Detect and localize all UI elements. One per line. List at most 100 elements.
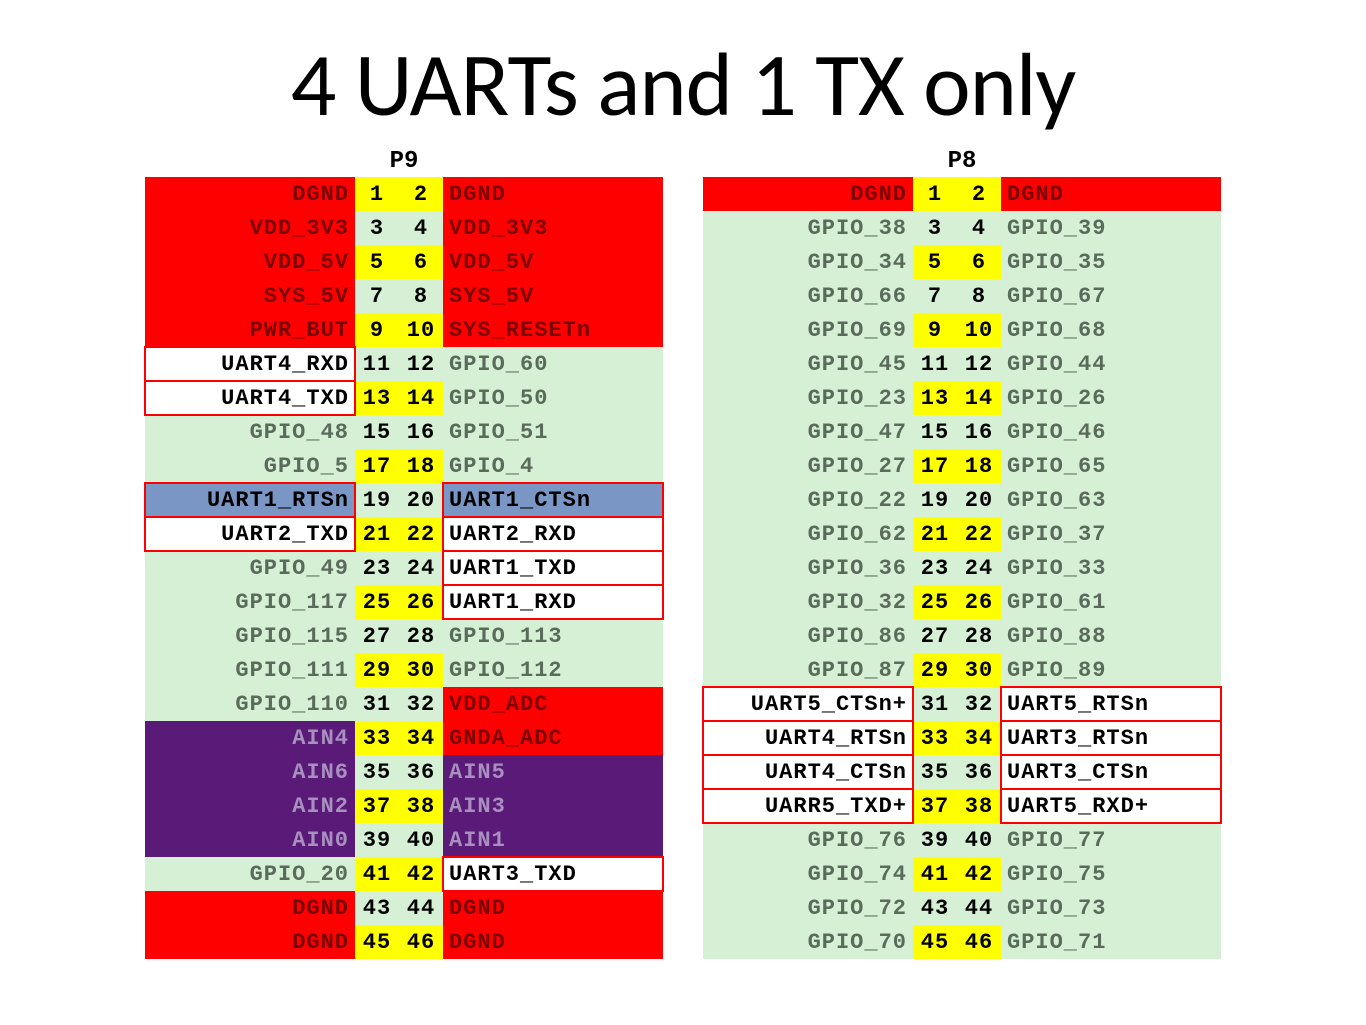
pin-label: GPIO_63 <box>1001 483 1221 517</box>
pin-label: VDD_5V <box>443 245 663 279</box>
pin-label: GPIO_37 <box>1001 517 1221 551</box>
pin-label: GPIO_47 <box>703 415 913 449</box>
pin-label: GPIO_89 <box>1001 653 1221 687</box>
pin-number: 27 <box>913 619 957 653</box>
pin-number: 14 <box>399 381 443 415</box>
pin-label: GPIO_76 <box>703 823 913 857</box>
pin-label: DGND <box>703 177 913 211</box>
pin-label: GPIO_72 <box>703 891 913 925</box>
pin-label: UART3_CTSn <box>1001 755 1221 789</box>
header-p9-label: P9 <box>390 148 419 175</box>
pin-number: 29 <box>355 653 399 687</box>
pin-number: 30 <box>957 653 1001 687</box>
pin-number: 7 <box>355 279 399 313</box>
pin-label: UART1_CTSn <box>443 483 663 517</box>
pinout-container: P9 DGND12DGNDVDD_3V334VDD_3V3VDD_5V56VDD… <box>20 148 1346 959</box>
pin-label: DGND <box>443 891 663 925</box>
pin-number: 40 <box>399 823 443 857</box>
pin-label: UART3_TXD <box>443 857 663 891</box>
page-title: 4 UARTs and 1 TX only <box>20 30 1346 140</box>
pin-label: GPIO_75 <box>1001 857 1221 891</box>
pin-number: 44 <box>399 891 443 925</box>
pin-label: GPIO_65 <box>1001 449 1221 483</box>
pin-label: GPIO_69 <box>703 313 913 347</box>
pin-number: 4 <box>957 211 1001 245</box>
pin-label: UART1_TXD <box>443 551 663 585</box>
pin-label: UART2_TXD <box>145 517 355 551</box>
pin-label: DGND <box>145 891 355 925</box>
pin-label: SYS_5V <box>443 279 663 313</box>
header-p9: P9 DGND12DGNDVDD_3V334VDD_3V3VDD_5V56VDD… <box>145 148 663 959</box>
pin-number: 29 <box>913 653 957 687</box>
pin-label: PWR_BUT <box>145 313 355 347</box>
pin-number: 25 <box>913 585 957 619</box>
pin-number: 11 <box>913 347 957 381</box>
pin-number: 42 <box>957 857 1001 891</box>
pin-number: 20 <box>399 483 443 517</box>
pin-number: 2 <box>957 177 1001 211</box>
pin-number: 46 <box>399 925 443 959</box>
pin-number: 34 <box>399 721 443 755</box>
pin-number: 5 <box>913 245 957 279</box>
pin-label: GPIO_4 <box>443 449 663 483</box>
pin-number: 39 <box>355 823 399 857</box>
header-p8: P8 DGND12DGNDGPIO_3834GPIO_39GPIO_3456GP… <box>703 148 1221 959</box>
pin-label: GPIO_117 <box>145 585 355 619</box>
pin-label: GPIO_71 <box>1001 925 1221 959</box>
pin-number: 1 <box>913 177 957 211</box>
pin-label: UART4_RTSn <box>703 721 913 755</box>
pin-label: GPIO_86 <box>703 619 913 653</box>
pin-label: DGND <box>443 925 663 959</box>
pin-number: 24 <box>399 551 443 585</box>
pin-label: GPIO_22 <box>703 483 913 517</box>
pin-label: VDD_3V3 <box>443 211 663 245</box>
pin-label: UARR5_TXD+ <box>703 789 913 823</box>
pin-number: 20 <box>957 483 1001 517</box>
pin-number: 33 <box>913 721 957 755</box>
pin-label: GPIO_26 <box>1001 381 1221 415</box>
pin-number: 3 <box>355 211 399 245</box>
pin-label: GPIO_113 <box>443 619 663 653</box>
pin-number: 16 <box>957 415 1001 449</box>
pin-number: 26 <box>957 585 1001 619</box>
pin-number: 32 <box>957 687 1001 721</box>
pin-label: UART4_TXD <box>145 381 355 415</box>
pin-label: UART5_RTSn <box>1001 687 1221 721</box>
pin-number: 12 <box>399 347 443 381</box>
pin-number: 6 <box>957 245 1001 279</box>
pin-label: DGND <box>145 925 355 959</box>
pin-number: 26 <box>399 585 443 619</box>
pin-number: 31 <box>913 687 957 721</box>
pin-number: 22 <box>957 517 1001 551</box>
pin-number: 34 <box>957 721 1001 755</box>
pin-number: 36 <box>399 755 443 789</box>
pin-label: GPIO_68 <box>1001 313 1221 347</box>
pin-label: AIN6 <box>145 755 355 789</box>
pin-number: 8 <box>399 279 443 313</box>
pin-label: SYS_RESETn <box>443 313 663 347</box>
pin-label: GPIO_45 <box>703 347 913 381</box>
pin-label: DGND <box>443 177 663 211</box>
pin-label: GPIO_73 <box>1001 891 1221 925</box>
pin-number: 4 <box>399 211 443 245</box>
pin-number: 7 <box>913 279 957 313</box>
pin-label: GPIO_62 <box>703 517 913 551</box>
pin-label: GPIO_44 <box>1001 347 1221 381</box>
pin-label: GPIO_20 <box>145 857 355 891</box>
pin-label: GPIO_35 <box>1001 245 1221 279</box>
pin-number: 15 <box>913 415 957 449</box>
pin-number: 2 <box>399 177 443 211</box>
pin-number: 38 <box>957 789 1001 823</box>
pin-number: 43 <box>355 891 399 925</box>
pin-number: 19 <box>913 483 957 517</box>
header-p9-table: DGND12DGNDVDD_3V334VDD_3V3VDD_5V56VDD_5V… <box>145 177 663 959</box>
pin-number: 3 <box>913 211 957 245</box>
pin-number: 30 <box>399 653 443 687</box>
pin-label: GPIO_112 <box>443 653 663 687</box>
pin-number: 18 <box>957 449 1001 483</box>
pin-label: GPIO_50 <box>443 381 663 415</box>
pin-label: GNDA_ADC <box>443 721 663 755</box>
pin-number: 8 <box>957 279 1001 313</box>
pin-number: 21 <box>355 517 399 551</box>
pin-label: GPIO_39 <box>1001 211 1221 245</box>
